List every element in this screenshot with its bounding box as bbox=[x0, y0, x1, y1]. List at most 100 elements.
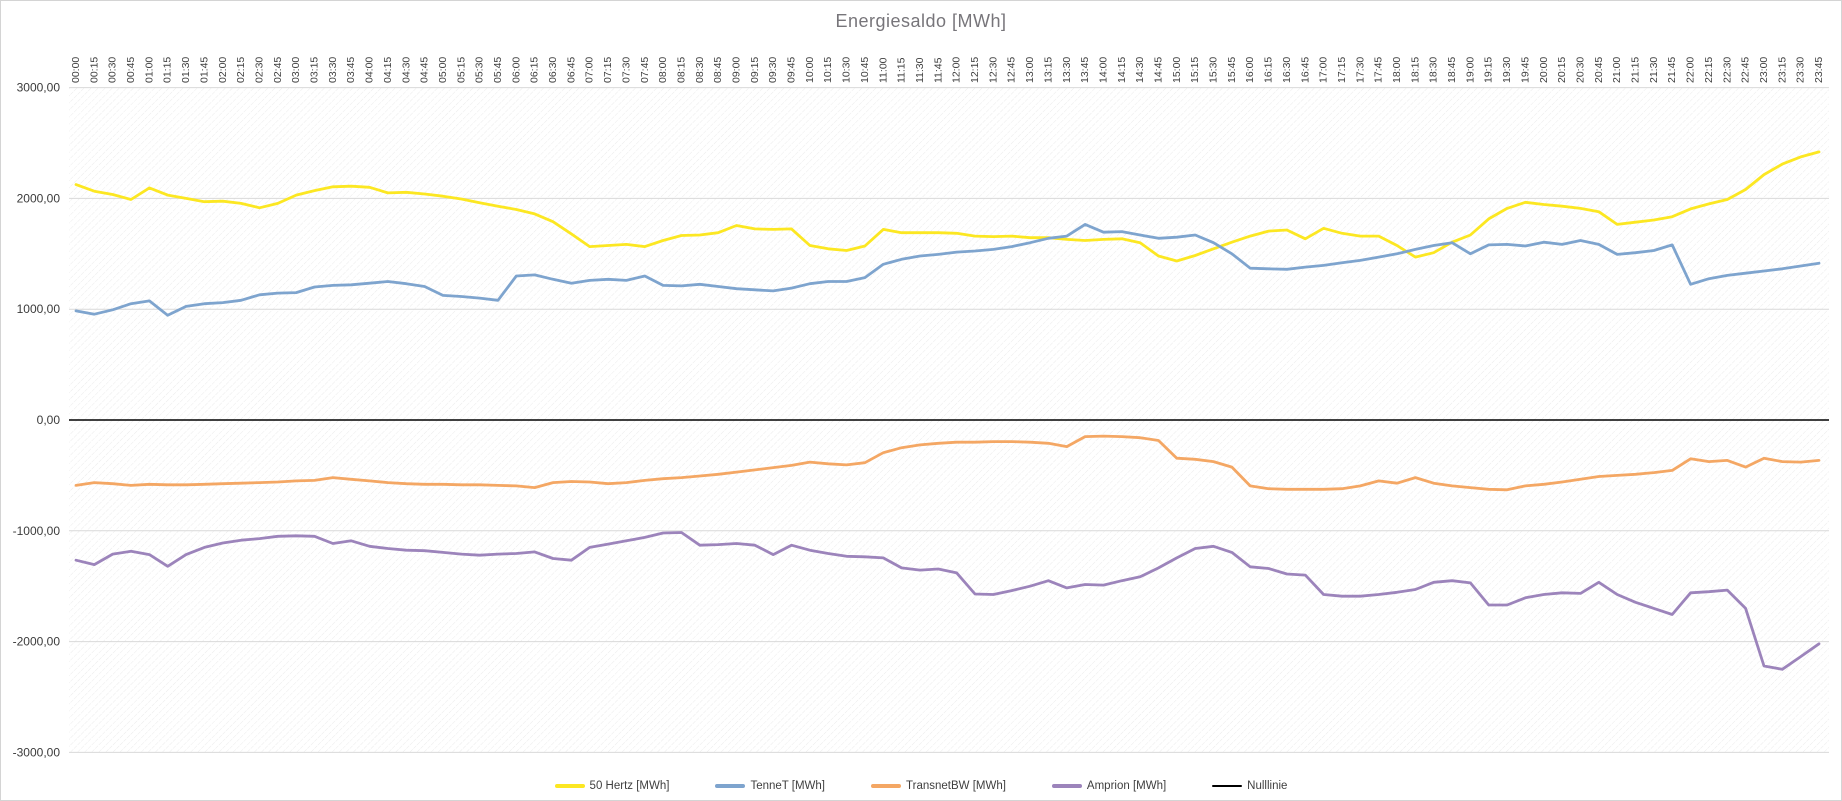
legend-swatch-tennet-mwh bbox=[715, 784, 746, 788]
x-axis-tick-label: 13:45 bbox=[1079, 57, 1091, 83]
x-axis-tick-label: 00:45 bbox=[125, 57, 137, 83]
legend-item-transnetbw-mwh[interactable]: TransnetBW [MWh] bbox=[871, 780, 1006, 792]
x-axis-tick-label: 10:30 bbox=[841, 57, 853, 83]
x-axis-tick-label: 22:15 bbox=[1703, 57, 1715, 83]
x-axis-tick-label: 23:15 bbox=[1776, 57, 1788, 83]
x-axis-tick-label: 22:00 bbox=[1685, 57, 1697, 83]
x-axis-tick-label: 01:45 bbox=[198, 57, 210, 83]
x-axis-tick-label: 14:30 bbox=[1134, 57, 1146, 83]
x-axis-tick-label: 08:45 bbox=[712, 57, 724, 83]
x-axis-tick-label: 02:45 bbox=[272, 57, 284, 83]
legend-item-nulllinie[interactable]: Nulllinie bbox=[1212, 780, 1287, 792]
x-axis-tick-label: 06:30 bbox=[547, 57, 559, 83]
series-line-tennet-mwh[interactable] bbox=[74, 222, 1821, 317]
x-axis-tick-label: 00:00 bbox=[70, 57, 82, 83]
x-axis-tick-label: 18:15 bbox=[1409, 57, 1421, 83]
x-axis-tick-label: 11:30 bbox=[914, 57, 926, 83]
y-axis-tick-label: 2000,00 bbox=[17, 191, 61, 205]
x-axis-tick-label: 06:00 bbox=[510, 57, 522, 83]
x-axis-tick-label: 18:00 bbox=[1391, 57, 1403, 83]
x-axis-tick-label: 23:45 bbox=[1813, 57, 1825, 83]
x-axis-tick-label: 07:00 bbox=[584, 57, 596, 83]
x-axis-tick-label: 20:45 bbox=[1593, 57, 1605, 83]
x-axis-tick-label: 14:00 bbox=[1097, 57, 1109, 83]
legend-swatch-nulllinie bbox=[1212, 785, 1243, 787]
chart-title: Energiesaldo [MWh] bbox=[835, 11, 1007, 31]
x-axis-tick-label: 17:30 bbox=[1354, 57, 1366, 83]
x-axis-tick-label: 15:30 bbox=[1208, 57, 1220, 83]
x-axis-tick-label: 01:00 bbox=[143, 57, 155, 83]
x-axis-tick-label: 19:15 bbox=[1483, 57, 1495, 83]
x-axis-tick-label: 21:15 bbox=[1630, 57, 1642, 83]
x-axis-tick-label: 21:45 bbox=[1666, 57, 1678, 83]
series-line-amprion-mwh[interactable] bbox=[74, 531, 1821, 671]
x-axis-tick-label: 08:15 bbox=[675, 57, 687, 83]
legend-swatch-amprion-mwh bbox=[1051, 784, 1082, 788]
x-axis-tick-label: 18:45 bbox=[1446, 57, 1458, 83]
x-axis-tick-label: 20:00 bbox=[1538, 57, 1550, 83]
x-axis-tick-label: 08:30 bbox=[694, 57, 706, 83]
x-axis-tick-label: 00:15 bbox=[88, 57, 100, 83]
x-axis-tick-label: 17:00 bbox=[1318, 57, 1330, 83]
x-axis-tick-label: 08:00 bbox=[657, 57, 669, 83]
x-axis-tick-label: 04:30 bbox=[400, 57, 412, 83]
legend-swatch-transnetbw-mwh bbox=[871, 784, 902, 788]
x-axis-tick-label: 13:15 bbox=[1042, 57, 1054, 83]
x-axis-tick-label: 16:00 bbox=[1244, 57, 1256, 83]
x-axis-tick-label: 21:30 bbox=[1648, 57, 1660, 83]
legend-label-50-hertz-mwh: 50 Hertz [MWh] bbox=[589, 780, 670, 792]
x-axis-tick-label: 00:30 bbox=[107, 57, 119, 83]
series-line-50-hertz-mwh[interactable] bbox=[74, 150, 1821, 263]
x-axis-tick-label: 09:15 bbox=[749, 57, 761, 83]
x-axis-tick-label: 19:45 bbox=[1519, 57, 1531, 83]
x-axis-tick-label: 02:00 bbox=[217, 57, 229, 83]
x-axis-tick-label: 07:45 bbox=[639, 57, 651, 83]
x-axis-tick-label: 23:00 bbox=[1758, 57, 1770, 83]
x-axis-tick-label: 06:15 bbox=[529, 57, 541, 83]
x-axis-tick-label: 20:15 bbox=[1556, 57, 1568, 83]
x-axis-tick-label: 05:45 bbox=[492, 57, 504, 83]
x-axis-tick-label: 10:15 bbox=[822, 57, 834, 83]
x-axis-tick-label: 09:30 bbox=[767, 57, 779, 83]
legend-item-amprion-mwh[interactable]: Amprion [MWh] bbox=[1051, 780, 1166, 792]
x-axis-tick-label: 03:15 bbox=[309, 57, 321, 83]
x-axis-tick-label: 22:30 bbox=[1721, 57, 1733, 83]
x-axis-tick-label: 07:30 bbox=[620, 57, 632, 83]
legend-item-50-hertz-mwh[interactable]: 50 Hertz [MWh] bbox=[554, 780, 670, 792]
x-axis-tick-label: 15:00 bbox=[1171, 57, 1183, 83]
x-axis-tick-label: 16:45 bbox=[1299, 57, 1311, 83]
x-axis-tick-label: 15:45 bbox=[1226, 57, 1238, 83]
x-axis-tick-label: 17:45 bbox=[1373, 57, 1385, 83]
x-axis-tick-label: 12:45 bbox=[1006, 57, 1018, 83]
x-axis-tick-label: 13:30 bbox=[1061, 57, 1073, 83]
x-axis-tick-label: 03:00 bbox=[290, 57, 302, 83]
x-axis-tick-label: 12:00 bbox=[951, 57, 963, 83]
x-axis-tick-label: 19:30 bbox=[1501, 57, 1513, 83]
y-axis-tick-label: 3000,00 bbox=[17, 81, 61, 95]
x-axis-tick-label: 16:30 bbox=[1281, 57, 1293, 83]
x-axis-tick-label: 02:30 bbox=[253, 57, 265, 83]
x-axis-tick-label: 03:45 bbox=[345, 57, 357, 83]
series-line-transnetbw-mwh[interactable] bbox=[74, 434, 1821, 492]
x-axis-tick-label: 09:45 bbox=[786, 57, 798, 83]
x-axis-tick-label: 19:00 bbox=[1464, 57, 1476, 83]
legend-label-tennet-mwh: TenneT [MWh] bbox=[750, 780, 826, 792]
x-axis-tick-label: 04:45 bbox=[419, 57, 431, 83]
x-axis-tick-label: 06:45 bbox=[565, 57, 577, 83]
x-axis-tick-label: 10:00 bbox=[804, 57, 816, 83]
legend-item-tennet-mwh[interactable]: TenneT [MWh] bbox=[715, 780, 825, 792]
x-axis-tick-label: 14:15 bbox=[1116, 57, 1128, 83]
x-axis-tick-label: 23:30 bbox=[1795, 57, 1807, 83]
y-axis-tick-label: 1000,00 bbox=[17, 302, 61, 316]
y-axis-tick-label: 0,00 bbox=[37, 413, 61, 427]
x-axis-tick-label: 11:45 bbox=[932, 57, 944, 83]
x-axis-tick-label: 03:30 bbox=[327, 57, 339, 83]
legend-label-nulllinie: Nulllinie bbox=[1247, 780, 1288, 792]
x-axis-tick-label: 12:15 bbox=[969, 57, 981, 83]
x-axis-tick-label: 16:15 bbox=[1263, 57, 1275, 83]
x-axis-tick-label: 18:30 bbox=[1428, 57, 1440, 83]
x-axis-tick-label: 01:15 bbox=[162, 57, 174, 83]
x-axis-tick-label: 20:30 bbox=[1574, 57, 1586, 83]
x-axis-tick-label: 05:15 bbox=[455, 57, 467, 83]
y-axis-tick-label: -2000,00 bbox=[13, 635, 61, 649]
